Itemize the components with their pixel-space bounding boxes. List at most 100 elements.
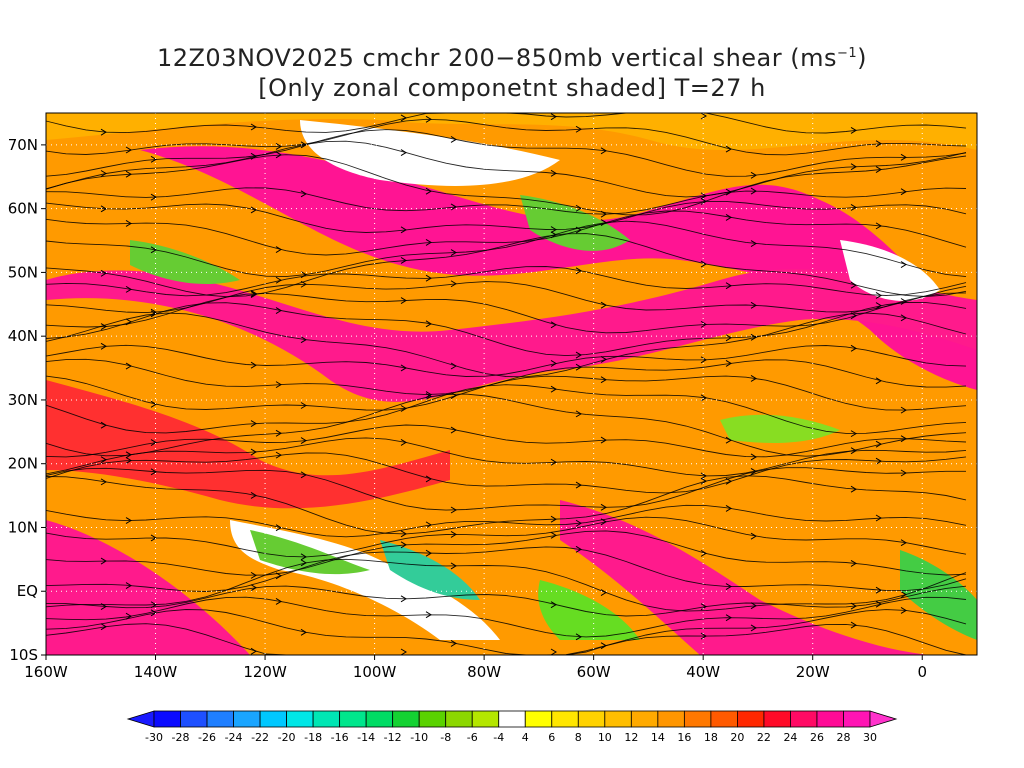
streamline-arrow xyxy=(750,333,757,341)
streamline-arrow xyxy=(400,541,407,549)
colorbar-label: -10 xyxy=(410,731,428,744)
colorbar-swatch xyxy=(365,710,394,728)
streamline-arrow xyxy=(725,583,732,590)
streamline-arrow xyxy=(700,356,707,364)
colorbar-label: 14 xyxy=(651,731,665,744)
streamline-arrow xyxy=(450,562,457,570)
streamline-arrow xyxy=(450,426,457,434)
streamline-arrow xyxy=(750,171,757,179)
shade-easterly-7 xyxy=(130,240,240,285)
streamlines xyxy=(45,112,967,656)
lon-tick-label: 80W xyxy=(467,663,501,681)
streamline-arrow xyxy=(150,468,157,476)
streamline-arrow xyxy=(125,517,132,524)
streamline-arrow xyxy=(125,220,132,227)
colorbar-label: 4 xyxy=(522,731,529,744)
streamline xyxy=(45,504,967,538)
colorbar-label: 18 xyxy=(704,731,718,744)
colorbar-swatch xyxy=(630,710,659,728)
lon-tick-label: 0 xyxy=(917,663,927,681)
shade-weak-northeast xyxy=(840,240,940,301)
streamline-arrow xyxy=(900,539,907,547)
chart-title-line-1: 12Z03NOV2025 cmchr 200−850mb vertical sh… xyxy=(156,44,868,72)
streamline-arrow xyxy=(750,532,757,540)
streamline-arrow xyxy=(275,246,282,253)
colorbar-swatch xyxy=(524,710,553,728)
streamline-arrow xyxy=(550,321,557,329)
streamline-arrow xyxy=(750,240,757,247)
streamline-arrow xyxy=(700,632,707,640)
latitude-axis: 70N 60N 50N 40N 30N 20N 10N EQ 10S xyxy=(8,136,46,664)
colorbar-label: -18 xyxy=(304,731,322,744)
streamline-arrow xyxy=(250,123,257,131)
streamline-arrow xyxy=(850,559,857,567)
streamline-arrow xyxy=(600,376,607,384)
streamline-arrow xyxy=(450,249,457,256)
streamline-arrow xyxy=(750,453,757,461)
streamline-arrow xyxy=(700,112,707,120)
streamline-arrow xyxy=(550,226,557,234)
streamline-arrow xyxy=(700,472,707,480)
colorbar-swatch xyxy=(286,710,314,728)
streamline-arrow xyxy=(100,128,107,136)
streamline-arrow xyxy=(725,145,732,153)
streamline-arrow xyxy=(100,603,107,610)
streamline-arrow xyxy=(550,648,557,656)
colorbar-label: 26 xyxy=(810,731,824,744)
streamline-arrow xyxy=(750,602,757,610)
streamline-arrow xyxy=(250,492,257,499)
streamline-arrow xyxy=(100,623,107,631)
streamline-arrow xyxy=(875,302,882,310)
lon-tick-label: 40W xyxy=(686,663,720,681)
colorbar-label: -6 xyxy=(467,731,478,744)
streamline-arrow xyxy=(125,170,132,178)
streamline-arrow xyxy=(250,571,257,579)
streamline-arrow xyxy=(275,276,282,284)
colorbar-swatch xyxy=(551,710,579,728)
streamline xyxy=(45,281,967,314)
lat-tick-label: 10N xyxy=(8,518,38,536)
colorbar-label: 6 xyxy=(548,731,555,744)
colorbar-label: -22 xyxy=(251,731,269,744)
colorbar-label: -8 xyxy=(440,731,451,744)
streamline-arrow xyxy=(900,406,907,414)
streamline xyxy=(45,452,967,494)
streamline-arrow xyxy=(125,362,132,370)
streamline-arrow xyxy=(300,336,307,344)
streamline-arrow xyxy=(150,534,157,542)
streamline-arrow xyxy=(750,467,757,475)
streamline-arrow xyxy=(575,519,582,527)
lat-tick-label: 30N xyxy=(8,391,38,409)
streamline-arrow xyxy=(125,457,132,464)
streamline-arrow xyxy=(600,436,607,444)
streamline xyxy=(45,266,967,297)
streamline-arrow xyxy=(125,285,132,293)
colorbar-label: 24 xyxy=(783,731,797,744)
longitude-axis: 160W 140W 120W 100W 80W 60W 40W 20W 0 xyxy=(24,655,927,681)
streamline-arrow xyxy=(700,260,707,268)
streamline-arrow xyxy=(400,297,407,304)
colorbar-label: 12 xyxy=(624,731,638,744)
shade-easterly-1 xyxy=(250,530,370,575)
colorbar-swatch xyxy=(312,710,341,728)
streamline-arrow xyxy=(575,267,582,275)
streamline-arrow xyxy=(550,458,557,466)
colorbar-label: 10 xyxy=(598,731,612,744)
streamline xyxy=(45,596,967,638)
streamline xyxy=(45,344,967,377)
streamline-arrow xyxy=(850,163,857,171)
streamline-arrow xyxy=(575,410,582,418)
streamline-arrow xyxy=(150,246,157,254)
streamline-arrow xyxy=(725,282,732,290)
streamline-arrow xyxy=(150,439,157,446)
streamline-arrow xyxy=(275,572,282,580)
shade-easterly-5 xyxy=(720,414,840,443)
streamline-arrow xyxy=(275,307,282,314)
lat-tick-label: 60N xyxy=(8,200,38,218)
lon-tick-label: 120W xyxy=(243,663,287,681)
streamline-arrow xyxy=(850,204,857,211)
streamline-arrow xyxy=(600,355,607,363)
streamline-arrow xyxy=(250,206,257,214)
streamline-arrow xyxy=(550,531,557,539)
streamline-arrow xyxy=(150,193,157,201)
